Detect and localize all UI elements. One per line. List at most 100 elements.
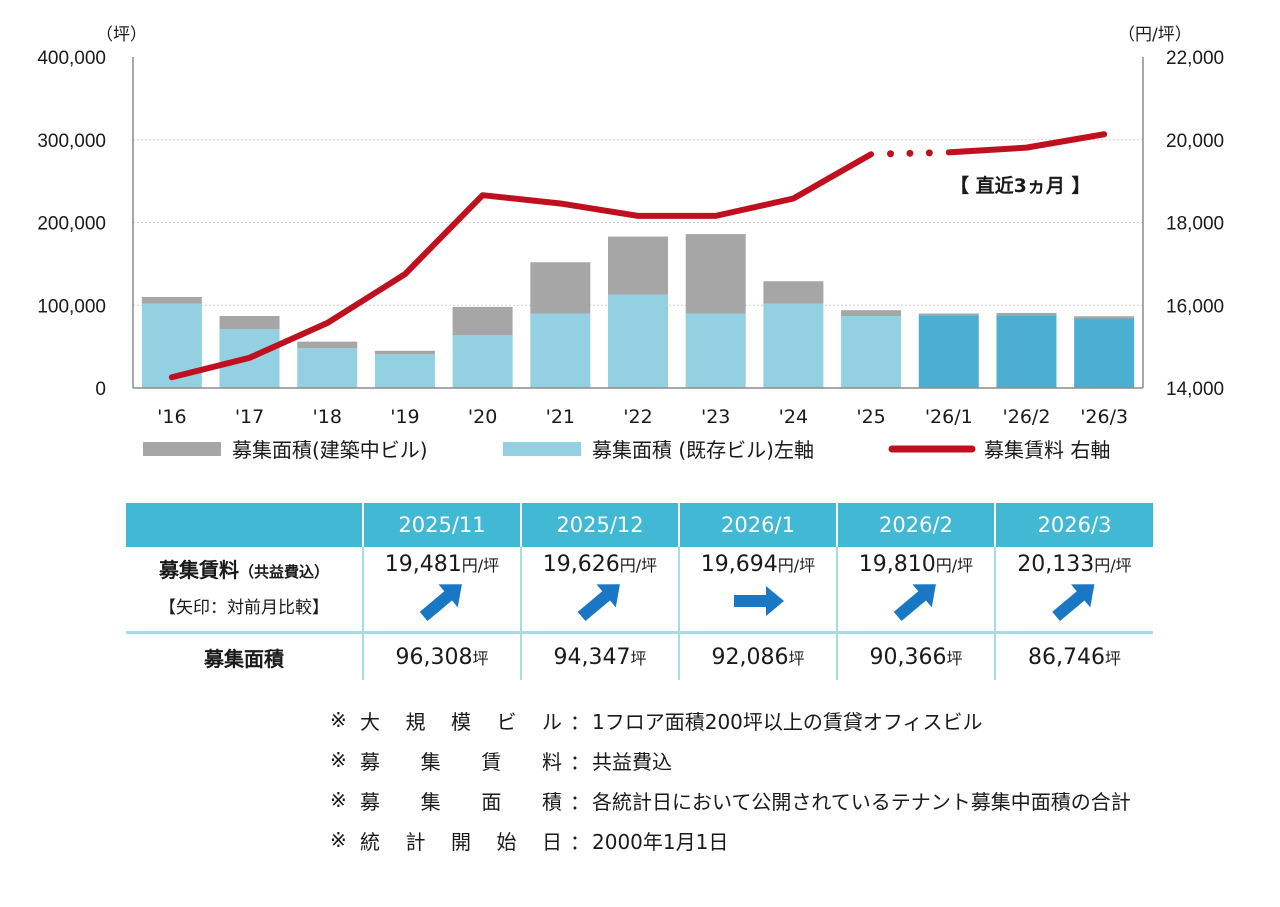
table-header-blank <box>126 503 364 547</box>
trend-arrow-polygon <box>577 584 620 621</box>
footnote-key-char: 模 <box>451 709 471 734</box>
legend-label-construction: 募集面積(建築中ビル) <box>232 438 428 462</box>
rent-unit: 円/坪 <box>619 556 658 575</box>
footnote-key-char: 募 <box>360 749 380 774</box>
rent-line-dot <box>887 150 894 158</box>
trend-arrow-icon <box>734 586 784 616</box>
table-header-month: 2026/3 <box>995 503 1153 547</box>
x-tick-label: '17 <box>235 406 264 428</box>
footnote-key-char: 料 <box>541 749 562 774</box>
area-unit: 坪 <box>630 648 647 668</box>
footnote-key-char: 募 <box>360 789 380 814</box>
trend-arrow-icon <box>893 584 936 621</box>
rent-value: 20,133 <box>1017 552 1095 577</box>
area-unit: 坪 <box>788 648 805 668</box>
left-tick-label: 300,000 <box>37 131 106 152</box>
summary-table: 2025/11 2025/12 2026/1 2026/2 2026/3 募集賃… <box>126 503 1153 680</box>
rent-value: 19,481 <box>384 552 462 577</box>
footnote-key: 大規模ビル <box>360 706 570 735</box>
trend-arrow-polygon <box>734 586 784 616</box>
rent-line-dot <box>925 149 933 157</box>
trend-arrow-polygon <box>893 584 936 621</box>
trend-arrow-icon <box>419 584 462 621</box>
trend-arrow-shape <box>734 586 784 616</box>
table-header-month: 2025/11 <box>363 503 522 547</box>
legend-label-rent: 募集賃料 右軸 <box>984 438 1110 462</box>
table-header-month: 2026/1 <box>679 503 838 547</box>
x-tick-label: '22 <box>623 406 652 428</box>
x-tick-label: '26/3 <box>1080 406 1128 428</box>
x-axis-ticks: '16 '17 '18 '19 '20 '21 '22 '23 '24 '25 '26/1 '26/2… <box>157 406 1128 428</box>
right-tick-label: 16,000 <box>1166 296 1224 317</box>
bar-construction <box>219 316 280 330</box>
trend-arrow-shape <box>419 584 462 621</box>
footnote-key-char: 統 <box>360 829 380 854</box>
bar-existing <box>608 294 668 388</box>
bar-existing <box>685 313 746 388</box>
left-axis-ticks: 400,000 300,000 200,000 100,000 0 <box>37 48 106 400</box>
footnote-mark: ※ <box>330 828 347 852</box>
area-value: 86,746 <box>1028 644 1105 670</box>
bar-construction <box>1074 316 1135 319</box>
x-tick-label: '20 <box>468 406 497 428</box>
footnote: ※ 統計開始日： 2000年1月1日 <box>330 820 1230 860</box>
legend: 募集面積(建築中ビル) 募集面積 (既存ビル)左軸 募集賃料 右軸 <box>143 438 1110 462</box>
footnote-colon: ： <box>570 749 590 774</box>
arrow-note: 【矢印：対前月比較】 <box>159 598 329 618</box>
area-value: 90,366 <box>869 644 947 670</box>
bar-existing <box>996 315 1057 388</box>
table-header-month: 2025/12 <box>521 503 680 547</box>
area-cell: 94,347坪 <box>521 632 680 680</box>
area-cell: 90,366坪 <box>837 632 996 680</box>
left-tick-label: 200,000 <box>37 214 106 235</box>
table-row-rent: 募集賃料（共益費込） 【矢印：対前月比較】 19,481円/坪 19,626円/… <box>126 547 1153 634</box>
footnote-key-char: 面 <box>481 789 502 814</box>
area-unit: 坪 <box>472 648 489 668</box>
bar-existing <box>841 316 902 388</box>
rent-unit: 円/坪 <box>1094 556 1132 575</box>
table-row-area: 募集面積 96,308坪 94,347坪 92,086坪 90,366坪 86,… <box>126 632 1153 680</box>
footnote-key-char: 日 <box>542 829 562 854</box>
table-header-row: 2025/11 2025/12 2026/1 2026/2 2026/3 <box>126 503 1153 547</box>
rent-line <box>168 131 1108 381</box>
bar-construction <box>297 341 358 349</box>
rent-row-label: 募集賃料（共益費込） 【矢印：対前月比較】 <box>126 547 364 634</box>
chart: （坪） （円/坪） 400,000300,000200,000100,0000 … <box>37 25 1224 462</box>
trend-arrow-icon <box>1052 584 1095 621</box>
footnote-key-char: ル <box>542 709 562 734</box>
footnote-colon: ： <box>570 709 590 734</box>
area-value: 94,347 <box>553 644 631 670</box>
rent-line-recent <box>945 131 1108 156</box>
area-value: 96,308 <box>395 644 473 670</box>
rent-value: 19,810 <box>858 552 936 577</box>
rent-unit: 円/坪 <box>461 556 500 575</box>
area-cell: 92,086坪 <box>679 632 838 680</box>
x-tick-label: '21 <box>546 406 575 428</box>
bar-construction <box>685 234 746 314</box>
footnote: ※ 募 集 賃 料 ：共益費込 <box>330 740 1230 780</box>
right-axis-unit: （円/坪） <box>1118 25 1192 45</box>
footnote-key-char: ビ <box>496 709 517 734</box>
footnote-key-char: 開 <box>451 829 471 854</box>
bar-existing <box>530 313 591 388</box>
footnote-key: 統計開始日 <box>360 826 570 855</box>
right-tick-label: 20,000 <box>1166 131 1224 152</box>
bar-existing <box>452 335 513 388</box>
rent-cell: 19,694円/坪 <box>679 547 838 634</box>
bars <box>141 234 1135 388</box>
right-axis-ticks: 22,000 20,000 18,000 16,000 14,000 <box>1166 48 1224 400</box>
rent-unit: 円/坪 <box>777 556 816 575</box>
right-tick-label: 22,000 <box>1166 48 1224 69</box>
bar-construction <box>452 306 513 336</box>
bar-construction <box>918 313 979 316</box>
footnote-key-char: 計 <box>405 829 426 854</box>
rent-value: 19,626 <box>542 552 620 577</box>
bar-construction <box>374 350 435 355</box>
x-tick-label: '16 <box>157 406 186 428</box>
footnote: ※ 募 集 面 積 ：各統計日において公開されているテナント募集中面積の合計 <box>330 780 1230 820</box>
trend-arrow-shape <box>1052 584 1095 621</box>
area-row-label: 募集面積 <box>126 632 364 680</box>
trend-arrow-polygon <box>419 584 462 621</box>
footnote-mark: ※ <box>330 748 347 772</box>
bar-existing <box>918 315 979 388</box>
